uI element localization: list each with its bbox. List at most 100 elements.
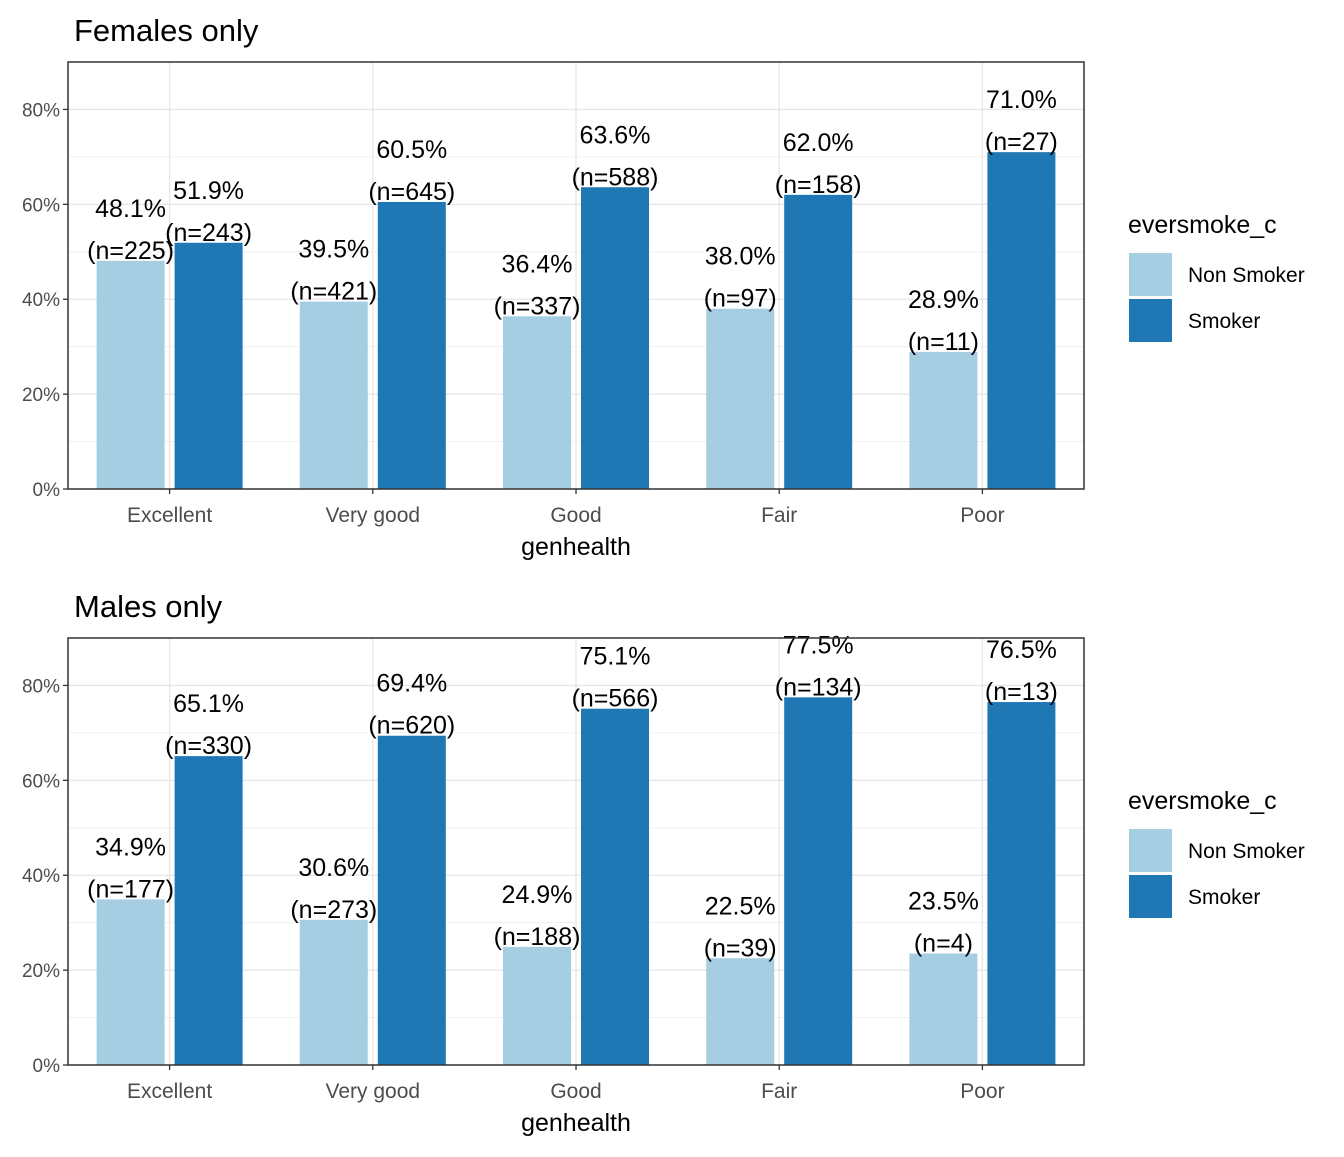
bar-label-count: (n=337): [494, 292, 581, 320]
x-tick-label: Fair: [761, 1080, 797, 1103]
x-axis-title: genhealth: [521, 533, 631, 561]
bar-smoker-very-good: [377, 735, 446, 1065]
bar-label-count: (n=27): [985, 128, 1058, 156]
bar-label-percent: 30.6%: [298, 854, 369, 882]
legend-title: eversmoke_c: [1128, 787, 1277, 815]
bar-label-percent: 71.0%: [986, 86, 1057, 114]
legend: eversmoke_c Non Smoker Smoker: [1128, 787, 1305, 918]
bar-smoker-poor: [987, 702, 1056, 1065]
bar-label-percent: 34.9%: [95, 833, 166, 861]
y-tick-label: 20%: [22, 385, 60, 406]
y-axis: 0% 20% 40% 60% 80%: [22, 676, 68, 1077]
bar-label-percent: 60.5%: [376, 136, 447, 164]
bar-non-smoker-good: [503, 316, 571, 489]
bar-label-percent: 22.5%: [705, 892, 776, 920]
legend-label: Smoker: [1188, 310, 1260, 333]
chart-title: Males only: [74, 589, 223, 624]
bar-label-percent: 65.1%: [173, 690, 244, 718]
y-tick-label: 80%: [22, 676, 60, 697]
legend-key-smoker: [1129, 875, 1172, 918]
bar-label-count: (n=330): [165, 732, 252, 760]
bar-label-percent: 38.0%: [705, 243, 776, 271]
chart-title: Females only: [74, 13, 259, 48]
bar-label-percent: 62.0%: [783, 129, 854, 157]
bar-label-count: (n=421): [290, 278, 377, 306]
bar-smoker-very-good: [377, 201, 446, 489]
bar-non-smoker-excellent: [96, 899, 165, 1065]
series-non-smoker: 34.9% (n=177) 30.6% (n=273) 24.9% (n=188) 22.5…: [87, 833, 979, 1065]
bar-non-smoker-poor: [909, 953, 978, 1065]
legend-key-non-smoker: [1129, 829, 1172, 872]
bar-label-percent: 75.1%: [580, 643, 651, 671]
bar-label-percent: 24.9%: [502, 881, 573, 909]
bar-label-count: (n=134): [775, 673, 862, 701]
bar-label-percent: 69.4%: [376, 670, 447, 698]
bar-non-smoker-very-good: [299, 301, 368, 489]
legend: eversmoke_c Non Smoker Smoker: [1128, 211, 1305, 342]
x-tick-label: Excellent: [127, 504, 212, 527]
bar-label-count: (n=273): [290, 896, 377, 924]
y-tick-label: 60%: [22, 771, 60, 792]
bar-label-percent: 36.4%: [502, 250, 573, 278]
bar-smoker-fair: [784, 194, 853, 489]
bar-smoker-fair: [784, 697, 853, 1065]
bar-label-count: (n=225): [87, 237, 174, 265]
bar-non-smoker-fair: [706, 308, 775, 489]
y-tick-label: 60%: [22, 195, 60, 216]
bar-label-count: (n=566): [572, 685, 659, 713]
x-axis-title: genhealth: [521, 1109, 631, 1137]
series-non-smoker: 48.1% (n=225) 39.5% (n=421) 36.4% (n=337) 38.0…: [87, 195, 979, 489]
bar-label-percent: 28.9%: [908, 286, 979, 314]
bar-label-count: (n=645): [368, 178, 455, 206]
legend-title: eversmoke_c: [1128, 211, 1277, 239]
legend-label: Non Smoker: [1188, 264, 1305, 287]
y-tick-label: 0%: [33, 1056, 61, 1077]
bar-label-count: (n=620): [368, 712, 455, 740]
series-smoker: 51.9% (n=243) 60.5% (n=645) 63.6% (n=588) 62.0…: [165, 86, 1058, 489]
legend-key-smoker: [1129, 299, 1172, 342]
y-tick-label: 0%: [33, 480, 61, 501]
bar-label-count: (n=4): [914, 930, 973, 958]
bar-label-count: (n=588): [572, 163, 659, 191]
legend-label: Smoker: [1188, 886, 1260, 909]
x-tick-label: Very good: [326, 1080, 421, 1103]
bar-non-smoker-very-good: [299, 919, 368, 1065]
y-tick-label: 40%: [22, 866, 60, 887]
bar-label-count: (n=243): [165, 219, 252, 247]
bar-label-percent: 51.9%: [173, 177, 244, 205]
legend-label: Non Smoker: [1188, 840, 1305, 863]
x-tick-label: Good: [550, 504, 601, 527]
bar-label-percent: 39.5%: [298, 236, 369, 264]
y-tick-label: 80%: [22, 100, 60, 121]
y-axis: 0% 20% 40% 60% 80%: [22, 100, 68, 501]
bar-label-count: (n=158): [775, 171, 862, 199]
bar-label-count: (n=11): [908, 328, 979, 356]
bar-label-percent: 63.6%: [580, 121, 651, 149]
panel-2: Males only 34.9% (n=177) 30.6% (n=273) 24.9% (…: [22, 589, 1305, 1137]
x-tick-label: Very good: [326, 504, 421, 527]
bar-smoker-good: [581, 187, 649, 489]
bar-smoker-excellent: [174, 756, 243, 1065]
x-tick-label: Fair: [761, 504, 797, 527]
bar-label-count: (n=188): [494, 923, 581, 951]
bar-label-count: (n=13): [985, 678, 1058, 706]
y-tick-label: 40%: [22, 290, 60, 311]
bar-non-smoker-excellent: [96, 260, 165, 489]
bar-label-percent: 77.5%: [783, 631, 854, 659]
bar-label-count: (n=177): [87, 875, 174, 903]
legend-key-non-smoker: [1129, 253, 1172, 296]
bar-smoker-poor: [987, 152, 1056, 489]
x-tick-label: Good: [550, 1080, 601, 1103]
bar-label-percent: 76.5%: [986, 636, 1057, 664]
x-axis: Excellent Very good Good Fair Poor: [127, 1065, 1005, 1103]
bar-label-percent: 23.5%: [908, 888, 979, 916]
x-tick-label: Poor: [960, 1080, 1004, 1103]
bar-non-smoker-fair: [706, 958, 775, 1065]
y-tick-label: 20%: [22, 961, 60, 982]
bar-smoker-good: [581, 708, 649, 1065]
x-tick-label: Excellent: [127, 1080, 212, 1103]
panel-1: Females only 48.1% (n=225) 39.5% (n=421) 36.4…: [22, 13, 1305, 561]
x-axis: Excellent Very good Good Fair Poor: [127, 489, 1005, 527]
